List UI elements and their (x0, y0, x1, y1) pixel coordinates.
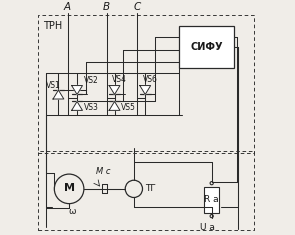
Bar (179, 26, 234, 68)
Text: VS3: VS3 (84, 103, 99, 112)
Text: VS2: VS2 (84, 76, 99, 86)
Polygon shape (109, 102, 120, 110)
Bar (204, 187, 219, 213)
Text: М с: М с (96, 167, 110, 176)
Text: М: М (64, 183, 75, 193)
Polygon shape (72, 102, 83, 110)
Text: VS6: VS6 (143, 75, 158, 84)
Text: VS4: VS4 (112, 75, 127, 84)
Text: C: C (134, 2, 141, 12)
Polygon shape (53, 90, 64, 99)
Text: VS5: VS5 (121, 103, 136, 112)
Text: СИФУ: СИФУ (190, 42, 223, 52)
Text: ТРН: ТРН (43, 21, 62, 31)
Text: VS1: VS1 (46, 81, 61, 90)
Polygon shape (72, 86, 83, 94)
Text: ω: ω (69, 207, 76, 216)
Text: R а: R а (204, 195, 219, 204)
Polygon shape (140, 86, 151, 94)
Text: B: B (103, 2, 110, 12)
Text: ТГ: ТГ (145, 184, 156, 193)
Text: U а: U а (200, 223, 214, 232)
Text: A: A (64, 2, 71, 12)
Polygon shape (109, 86, 120, 94)
